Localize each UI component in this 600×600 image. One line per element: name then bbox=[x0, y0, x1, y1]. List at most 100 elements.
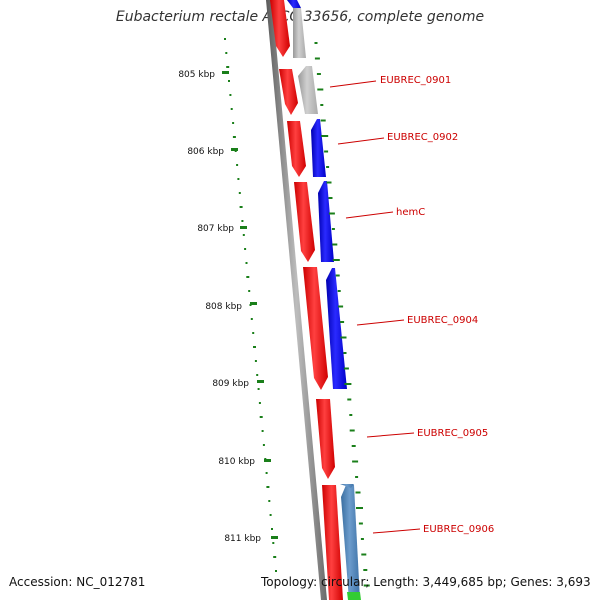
ruler-tick-label: 810 kbp bbox=[218, 457, 255, 467]
gc-skew-dash bbox=[361, 553, 367, 556]
ruler-tick-mark bbox=[250, 302, 257, 305]
gc-skew-dash bbox=[272, 542, 275, 544]
gc-skew-dash bbox=[245, 262, 248, 264]
ruler-tick-label: 807 kbp bbox=[197, 224, 234, 234]
gc-skew-dash bbox=[355, 476, 359, 478]
gc-skew-dash bbox=[363, 584, 370, 587]
feature-block[interactable] bbox=[347, 592, 361, 600]
gene-arrow[interactable] bbox=[318, 181, 334, 262]
forward-strand-track bbox=[270, 0, 343, 600]
gc-skew-dash bbox=[229, 94, 232, 96]
gc-skew-dash bbox=[265, 472, 268, 474]
gc-skew-dash bbox=[360, 538, 364, 540]
gc-skew-dash bbox=[337, 290, 341, 292]
gc-skew-dash bbox=[349, 429, 355, 432]
gc-skew-dash bbox=[343, 367, 349, 370]
ruler-tick-mark bbox=[240, 226, 247, 229]
gene-arrow[interactable] bbox=[316, 399, 335, 479]
gc-skew-dash bbox=[237, 178, 240, 180]
gc-skew-dash bbox=[320, 104, 324, 106]
gc-skew-dash bbox=[347, 398, 352, 401]
gc-skew-dash bbox=[239, 206, 243, 208]
ruler-tick-label: 808 kbp bbox=[205, 302, 242, 312]
gc-skew-dash bbox=[332, 259, 340, 261]
gene-label[interactable]: EUBREC_0904 bbox=[407, 315, 478, 326]
ruler-tick-mark bbox=[257, 380, 264, 383]
label-leader-line bbox=[345, 211, 394, 219]
gene-arrow[interactable] bbox=[341, 485, 360, 600]
gc-skew-dash bbox=[320, 119, 326, 122]
gene-label[interactable]: EUBREC_0901 bbox=[380, 75, 451, 86]
gc-skew-dash bbox=[266, 486, 270, 488]
gc-skew-dash bbox=[331, 228, 335, 230]
gc-skew-inner-track bbox=[224, 38, 277, 572]
gc-skew-dash bbox=[252, 332, 255, 334]
ruler-tick-mark bbox=[222, 71, 229, 74]
gc-skew-dash bbox=[328, 197, 333, 199]
gene-arrow[interactable] bbox=[293, 8, 306, 58]
gc-skew-dash bbox=[262, 444, 265, 446]
gene-arrow[interactable] bbox=[311, 119, 326, 177]
gc-skew-dash bbox=[316, 73, 321, 75]
label-leader-line bbox=[337, 137, 385, 145]
gene-arrow[interactable] bbox=[270, 0, 290, 57]
gc-skew-dash bbox=[269, 514, 272, 516]
ruler-tick-mark bbox=[264, 459, 271, 462]
gc-skew-dash bbox=[273, 556, 277, 558]
gene-arrow[interactable] bbox=[298, 66, 318, 114]
gc-skew-dash bbox=[236, 164, 239, 166]
gene-label[interactable]: EUBREC_0902 bbox=[387, 132, 458, 143]
gc-skew-dash bbox=[351, 445, 356, 447]
gene-label[interactable]: EUBREC_0905 bbox=[417, 428, 488, 439]
gc-skew-dash bbox=[248, 290, 251, 292]
gc-skew-dash bbox=[241, 220, 244, 222]
gc-skew-dash bbox=[225, 52, 228, 54]
gc-skew-dash bbox=[259, 416, 263, 418]
gc-skew-dash bbox=[230, 108, 233, 110]
label-leader-line bbox=[372, 528, 421, 534]
gc-skew-dash bbox=[343, 352, 347, 354]
gc-skew-dash bbox=[317, 88, 324, 91]
gene-arrow[interactable] bbox=[303, 267, 328, 390]
gene-arrow[interactable] bbox=[340, 484, 354, 488]
gc-skew-dash bbox=[254, 360, 257, 362]
gc-skew-dash bbox=[244, 248, 247, 250]
ruler-tick-label: 811 kbp bbox=[224, 534, 261, 544]
gene-label[interactable]: hemC bbox=[396, 207, 425, 218]
label-leader-line bbox=[356, 319, 405, 326]
gc-skew-dash bbox=[363, 569, 368, 571]
gc-skew-dash bbox=[232, 136, 236, 138]
gene-labels: EUBREC_0901 EUBREC_0902 hemC EUBREC_0904… bbox=[329, 75, 494, 535]
gc-skew-dash bbox=[338, 305, 344, 308]
ruler-tick-mark bbox=[231, 148, 238, 151]
gc-skew-dash bbox=[228, 80, 230, 82]
ruler-tick-label: 805 kbp bbox=[178, 70, 215, 80]
gene-arrow[interactable] bbox=[326, 268, 347, 389]
gc-skew-dash bbox=[352, 460, 359, 463]
gc-skew-dash bbox=[321, 135, 329, 137]
gc-skew-dash bbox=[257, 388, 260, 390]
gc-skew-dash bbox=[344, 383, 352, 385]
gc-skew-dash bbox=[242, 234, 245, 236]
gc-skew-dash bbox=[224, 38, 226, 40]
ruler-tick-label: 809 kbp bbox=[212, 379, 249, 389]
gc-skew-dash bbox=[326, 166, 330, 168]
gene-arrow[interactable] bbox=[322, 485, 343, 600]
reverse-strand-track bbox=[287, 0, 361, 600]
gene-arrow[interactable] bbox=[294, 182, 315, 262]
gene-label[interactable]: EUBREC_0906 bbox=[423, 524, 494, 535]
gene-arrow[interactable] bbox=[287, 121, 306, 177]
gc-skew-dash bbox=[271, 528, 273, 530]
label-leader-line bbox=[329, 80, 377, 88]
gc-skew-dash bbox=[250, 318, 253, 320]
gc-skew-dash bbox=[256, 374, 259, 376]
gene-arrow[interactable] bbox=[287, 0, 301, 8]
gc-skew-dash bbox=[253, 346, 256, 348]
gc-skew-dash bbox=[340, 321, 345, 323]
gc-skew-dash bbox=[238, 192, 241, 194]
genome-backbone bbox=[266, 0, 327, 600]
gc-skew-dash bbox=[314, 42, 318, 44]
gene-arrow[interactable] bbox=[279, 69, 298, 115]
gc-skew-dash bbox=[328, 212, 335, 215]
